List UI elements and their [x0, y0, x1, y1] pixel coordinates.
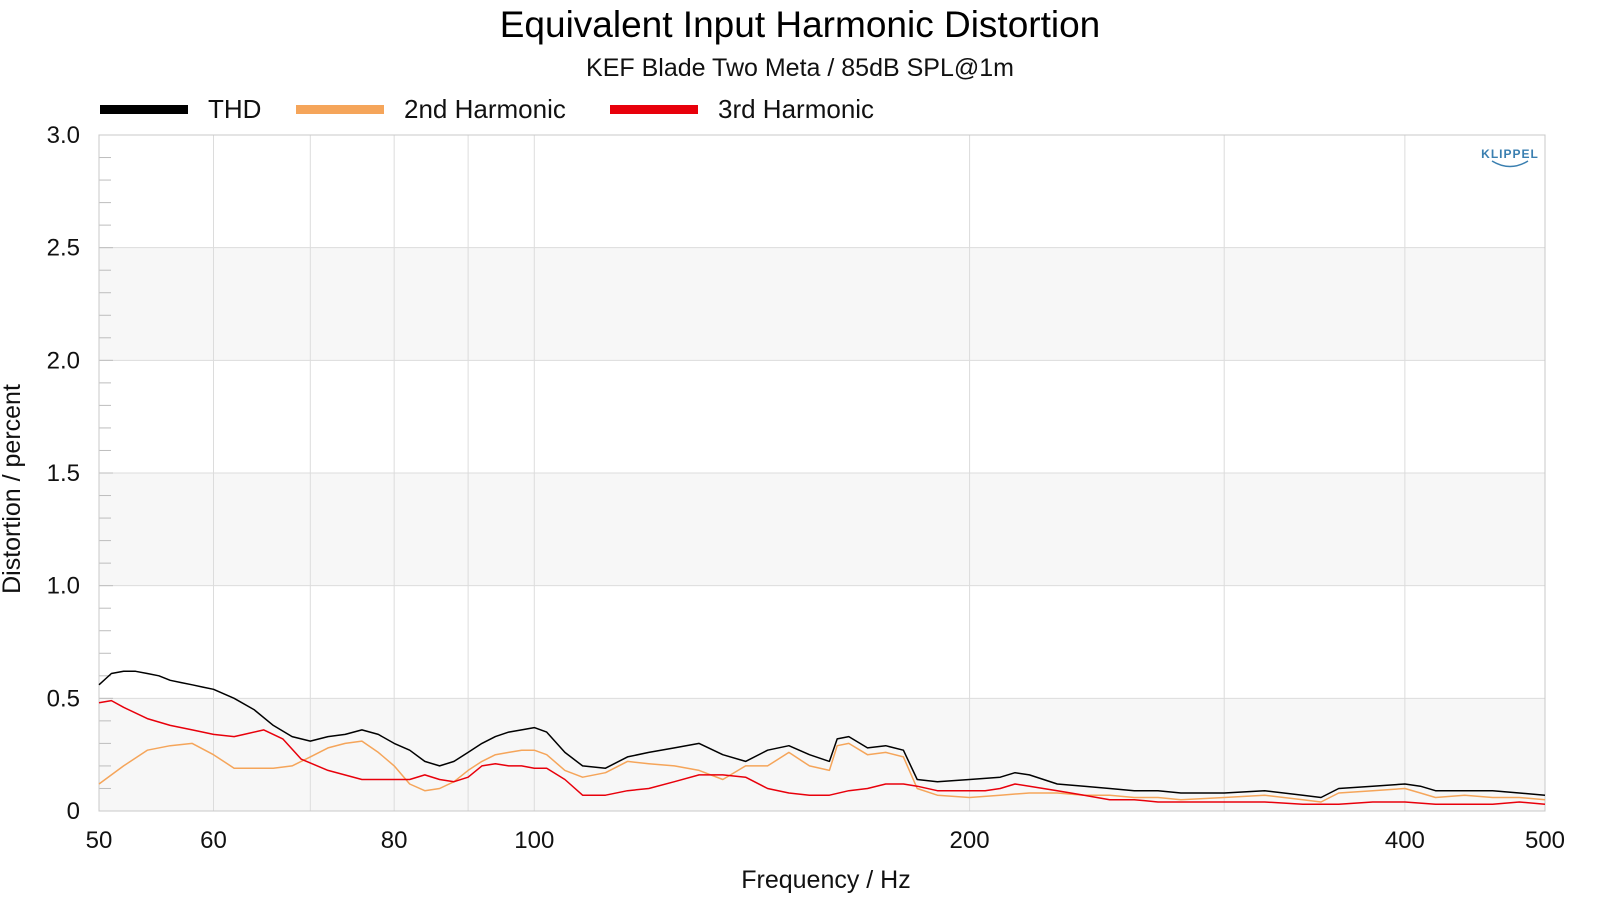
klippel-logo-text: KLIPPEL: [1481, 147, 1539, 161]
legend-swatch-thd: [100, 105, 188, 114]
x-tick-labels: 50 60 80 100 200 400 500: [86, 827, 1565, 854]
legend-label-thd: THD: [208, 94, 261, 124]
2nd-harmonic-series-line: [98, 740, 1546, 803]
y-tick-labels: 0 0.5 1.0 1.5 2.0 2.5 3.0: [47, 122, 80, 825]
x-tick-label: 500: [1525, 827, 1565, 854]
series-layer: [98, 670, 1546, 805]
chart-subtitle: KEF Blade Two Meta / 85dB SPL@1m: [586, 54, 1014, 82]
legend-label-3rd-harmonic: 3rd Harmonic: [718, 94, 874, 124]
x-tick-label: 100: [514, 827, 554, 854]
y-tick-label: 1.5: [47, 460, 80, 487]
x-tick-label: 60: [200, 827, 227, 854]
y-tick-label: 0.5: [47, 685, 80, 712]
chart-title: Equivalent Input Harmonic Distortion: [500, 4, 1101, 45]
y-axis-label: Distortion / percent: [0, 384, 26, 594]
plot-frame: [98, 134, 1546, 812]
x-tick-label: 50: [86, 827, 113, 854]
legend-label-2nd-harmonic: 2nd Harmonic: [404, 94, 566, 124]
x-tick-label: 80: [381, 827, 408, 854]
3rd-harmonic-series-line: [98, 699, 1546, 805]
y-tick-label: 2.0: [47, 347, 80, 374]
band: [99, 247, 1545, 361]
band: [99, 698, 1545, 811]
alternating-bands: [99, 247, 1545, 811]
x-tick-label: 200: [950, 827, 990, 854]
klippel-logo: KLIPPEL: [1481, 147, 1539, 168]
legend-swatch-3rd-harmonic: [610, 105, 698, 114]
y-tick-label: 2.5: [47, 235, 80, 262]
thd-series-line: [98, 670, 1546, 799]
legend: THD 2nd Harmonic 3rd Harmonic: [100, 94, 874, 124]
x-axis-label: Frequency / Hz: [741, 866, 911, 894]
y-tick-label: 1.0: [47, 573, 80, 600]
y-tick-label: 3.0: [47, 122, 80, 149]
x-tick-label: 400: [1385, 827, 1425, 854]
band: [99, 473, 1545, 586]
y-tick-label: 0: [67, 798, 80, 825]
legend-swatch-2nd-harmonic: [296, 105, 384, 114]
klippel-logo-arc: [1491, 160, 1529, 168]
